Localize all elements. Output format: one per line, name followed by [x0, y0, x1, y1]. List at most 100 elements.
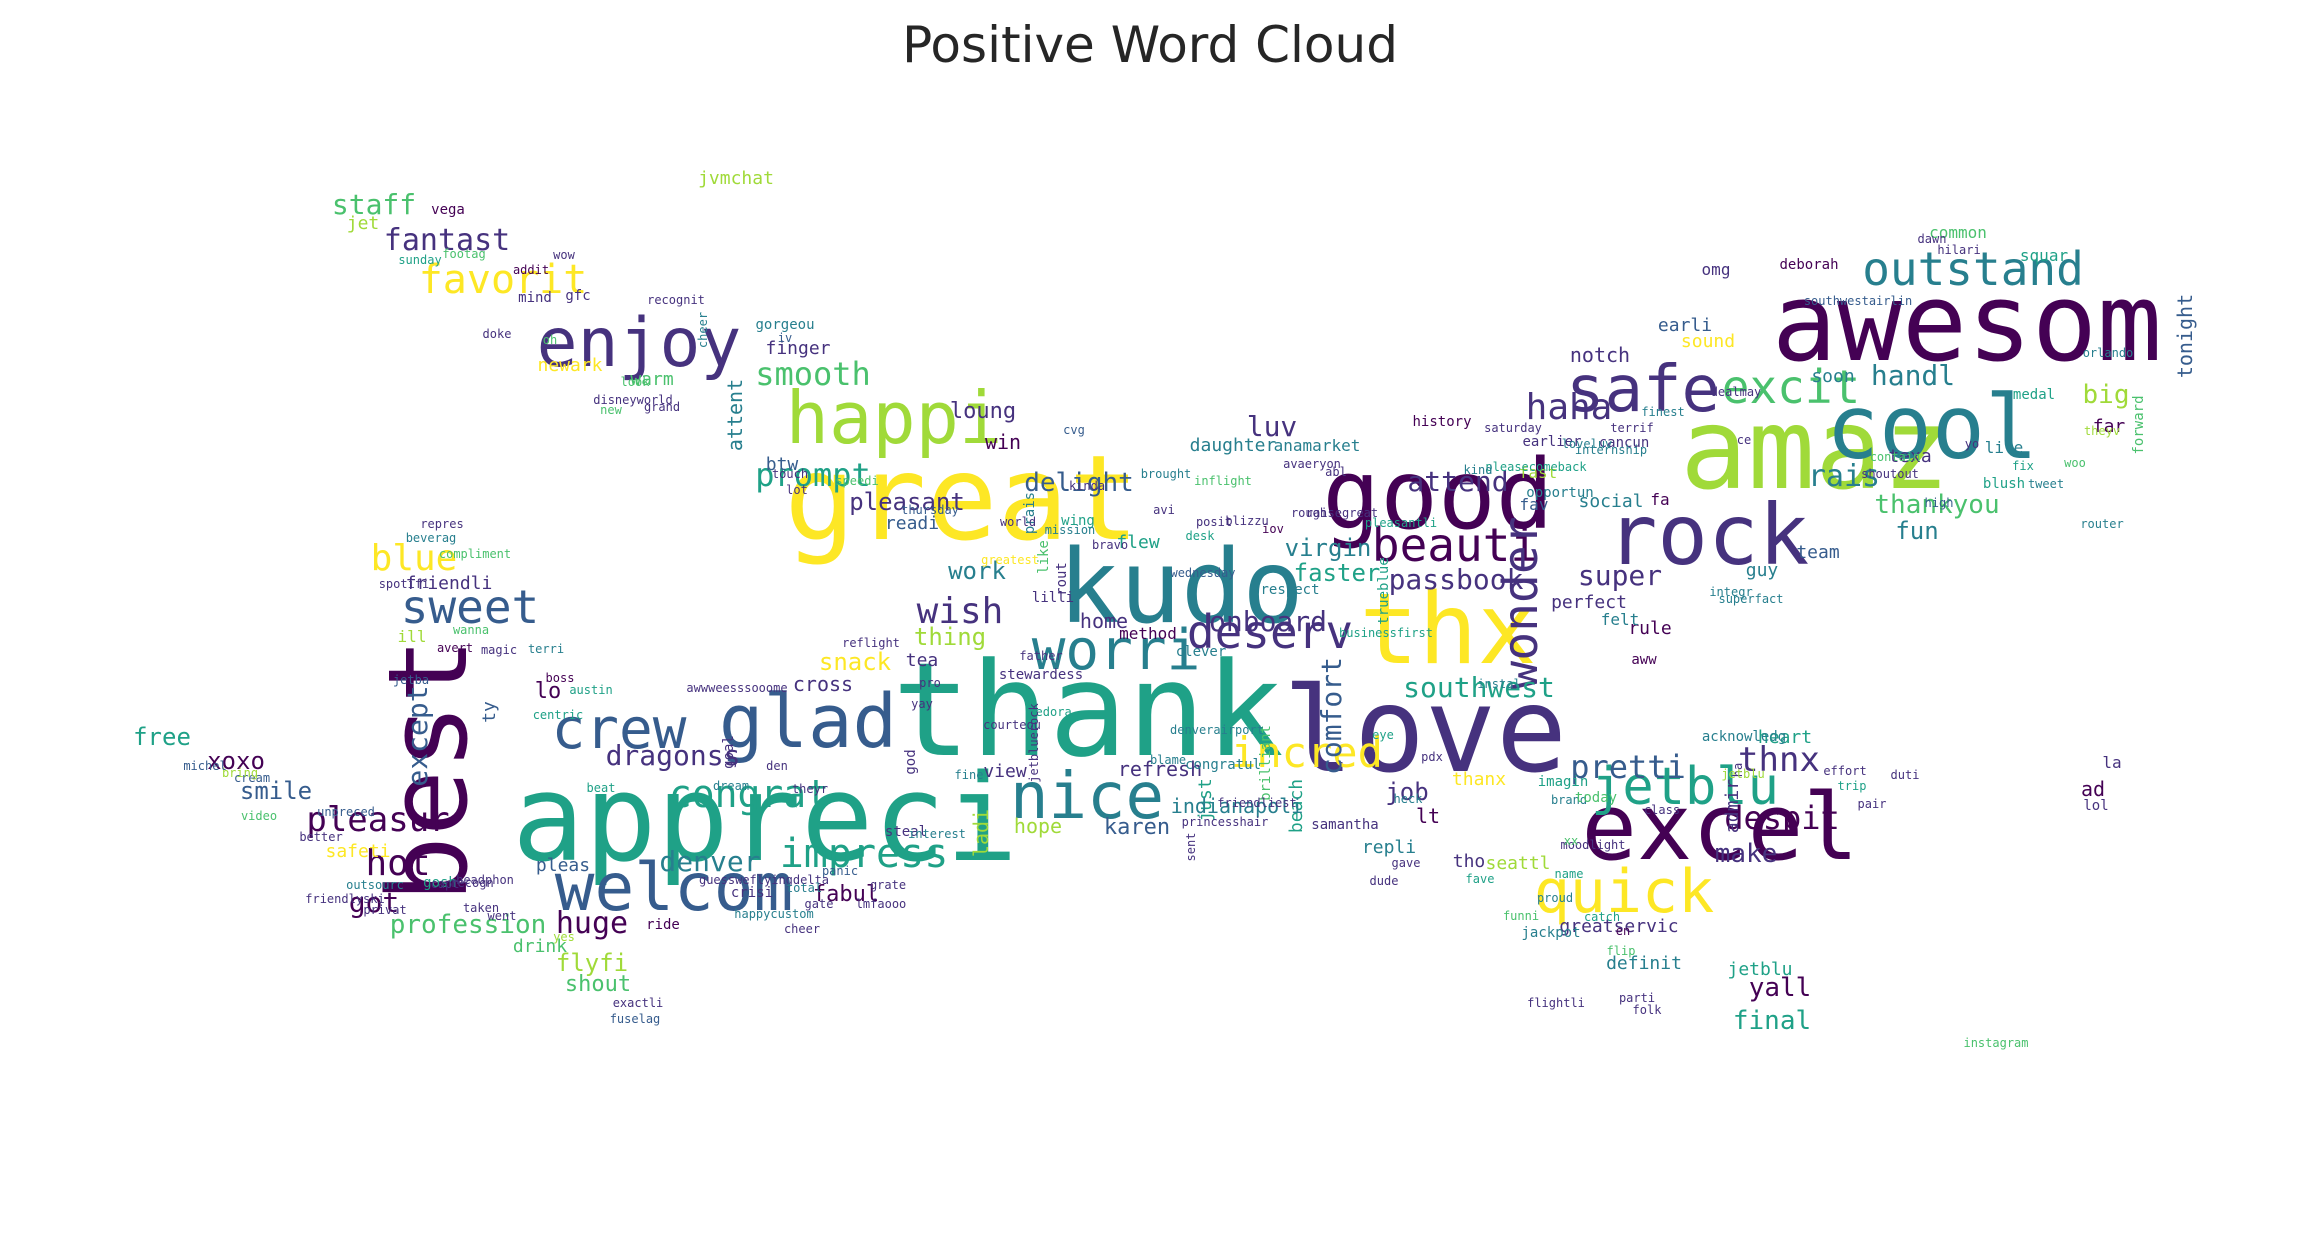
word: terri [527, 642, 565, 656]
word: daughter [1189, 435, 1277, 456]
word: sound [1680, 331, 1736, 352]
word: orlando [2082, 346, 2134, 360]
word: name [1554, 867, 1584, 881]
word: thx [1359, 573, 1537, 687]
word: jackpot [1521, 925, 1581, 941]
word: medal [2012, 387, 2056, 403]
word: enjoy [536, 304, 742, 383]
word: pretti [1570, 748, 1686, 786]
word: congratul [1185, 757, 1261, 773]
word: flightli [1527, 996, 1585, 1010]
word: clever [1175, 644, 1227, 660]
word: heck [1393, 792, 1423, 806]
word: admir [1722, 778, 1743, 834]
word: thing [913, 623, 987, 651]
word: stewardess [998, 667, 1084, 683]
word: repli [1361, 837, 1417, 858]
word: duti [1890, 768, 1920, 782]
word: friendliest [1217, 796, 1297, 810]
word: loung [949, 399, 1017, 424]
word: pleasantli [1364, 516, 1438, 530]
word: integr [1709, 585, 1753, 599]
word: super [1577, 559, 1663, 592]
word: respect [1260, 582, 1320, 598]
word: xx [1563, 834, 1579, 848]
word: touch [771, 467, 809, 481]
word: posit [1195, 515, 1233, 529]
word: outsourc [346, 878, 404, 892]
word: texa [1888, 446, 1932, 467]
word: funni [1502, 909, 1540, 923]
word: job [1385, 778, 1429, 806]
word: better [299, 830, 343, 844]
word: acknowledg [1701, 729, 1787, 745]
word: incred [1231, 728, 1383, 777]
word: guessweflyingdelta [698, 873, 830, 887]
word: forward [2131, 395, 2147, 455]
word: headphon [456, 873, 514, 887]
word: happycustom [734, 907, 814, 921]
word: sunday [398, 253, 442, 267]
word: welcom [554, 849, 794, 926]
word: en [1615, 924, 1631, 938]
word: boss [545, 671, 575, 685]
word: work [948, 557, 1006, 585]
word: shout [564, 972, 632, 997]
word: luv [1246, 410, 1298, 443]
word: great [784, 429, 1140, 567]
word: smile [239, 777, 313, 805]
word: fabul [812, 882, 880, 907]
word: fuselag [609, 1012, 661, 1026]
word: fave [1465, 872, 1495, 886]
word: cvg [1063, 423, 1085, 437]
word: doke [482, 327, 512, 341]
word: proud [1536, 891, 1574, 905]
word: effort [1823, 764, 1867, 778]
word: privat [363, 903, 407, 917]
word: social [1578, 491, 1644, 512]
word: iv [777, 331, 793, 345]
word: jetbluerock [1027, 703, 1041, 783]
word: contain [1869, 450, 1921, 464]
word: win [984, 430, 1022, 454]
word: snack [818, 648, 892, 676]
word: pleas [535, 855, 591, 876]
word: rais [1807, 459, 1881, 494]
word: aww [1631, 652, 1657, 668]
word: world [999, 515, 1037, 529]
word: staff [331, 188, 417, 221]
word: compliment [438, 547, 512, 561]
word: rock [1606, 486, 1810, 584]
word: theyr [791, 782, 829, 796]
word: theyv [2083, 424, 2121, 438]
word: amaz [1680, 385, 1950, 515]
word: denver [659, 845, 761, 878]
word: recognit [647, 293, 705, 307]
word: blame [1149, 753, 1187, 767]
word: internship [1574, 443, 1648, 457]
word: yall [1748, 973, 1812, 1003]
word: crew [551, 697, 687, 762]
word: instal [1477, 677, 1521, 691]
word: attent [723, 378, 747, 452]
word: pleasant [849, 488, 965, 516]
word: desk [1185, 529, 1215, 543]
word: spotifi [378, 577, 430, 591]
word: quick [1533, 857, 1715, 927]
word: dawn [1917, 232, 1947, 246]
word: beat [586, 781, 616, 795]
word: samantha [1311, 817, 1379, 833]
word: exactli [612, 996, 664, 1010]
word: michel [183, 759, 227, 773]
word: prompt [755, 456, 871, 494]
word: moodlight [1560, 838, 1626, 852]
word: thank [892, 634, 1284, 786]
word: video [240, 809, 278, 823]
word: safeti [325, 841, 391, 862]
word: superfact [1718, 592, 1784, 606]
word: thanx [1451, 769, 1507, 790]
word: cancun [1598, 435, 1650, 451]
word: flip [1606, 944, 1636, 958]
word: abl [1325, 465, 1347, 479]
word: handl [1870, 359, 1956, 392]
